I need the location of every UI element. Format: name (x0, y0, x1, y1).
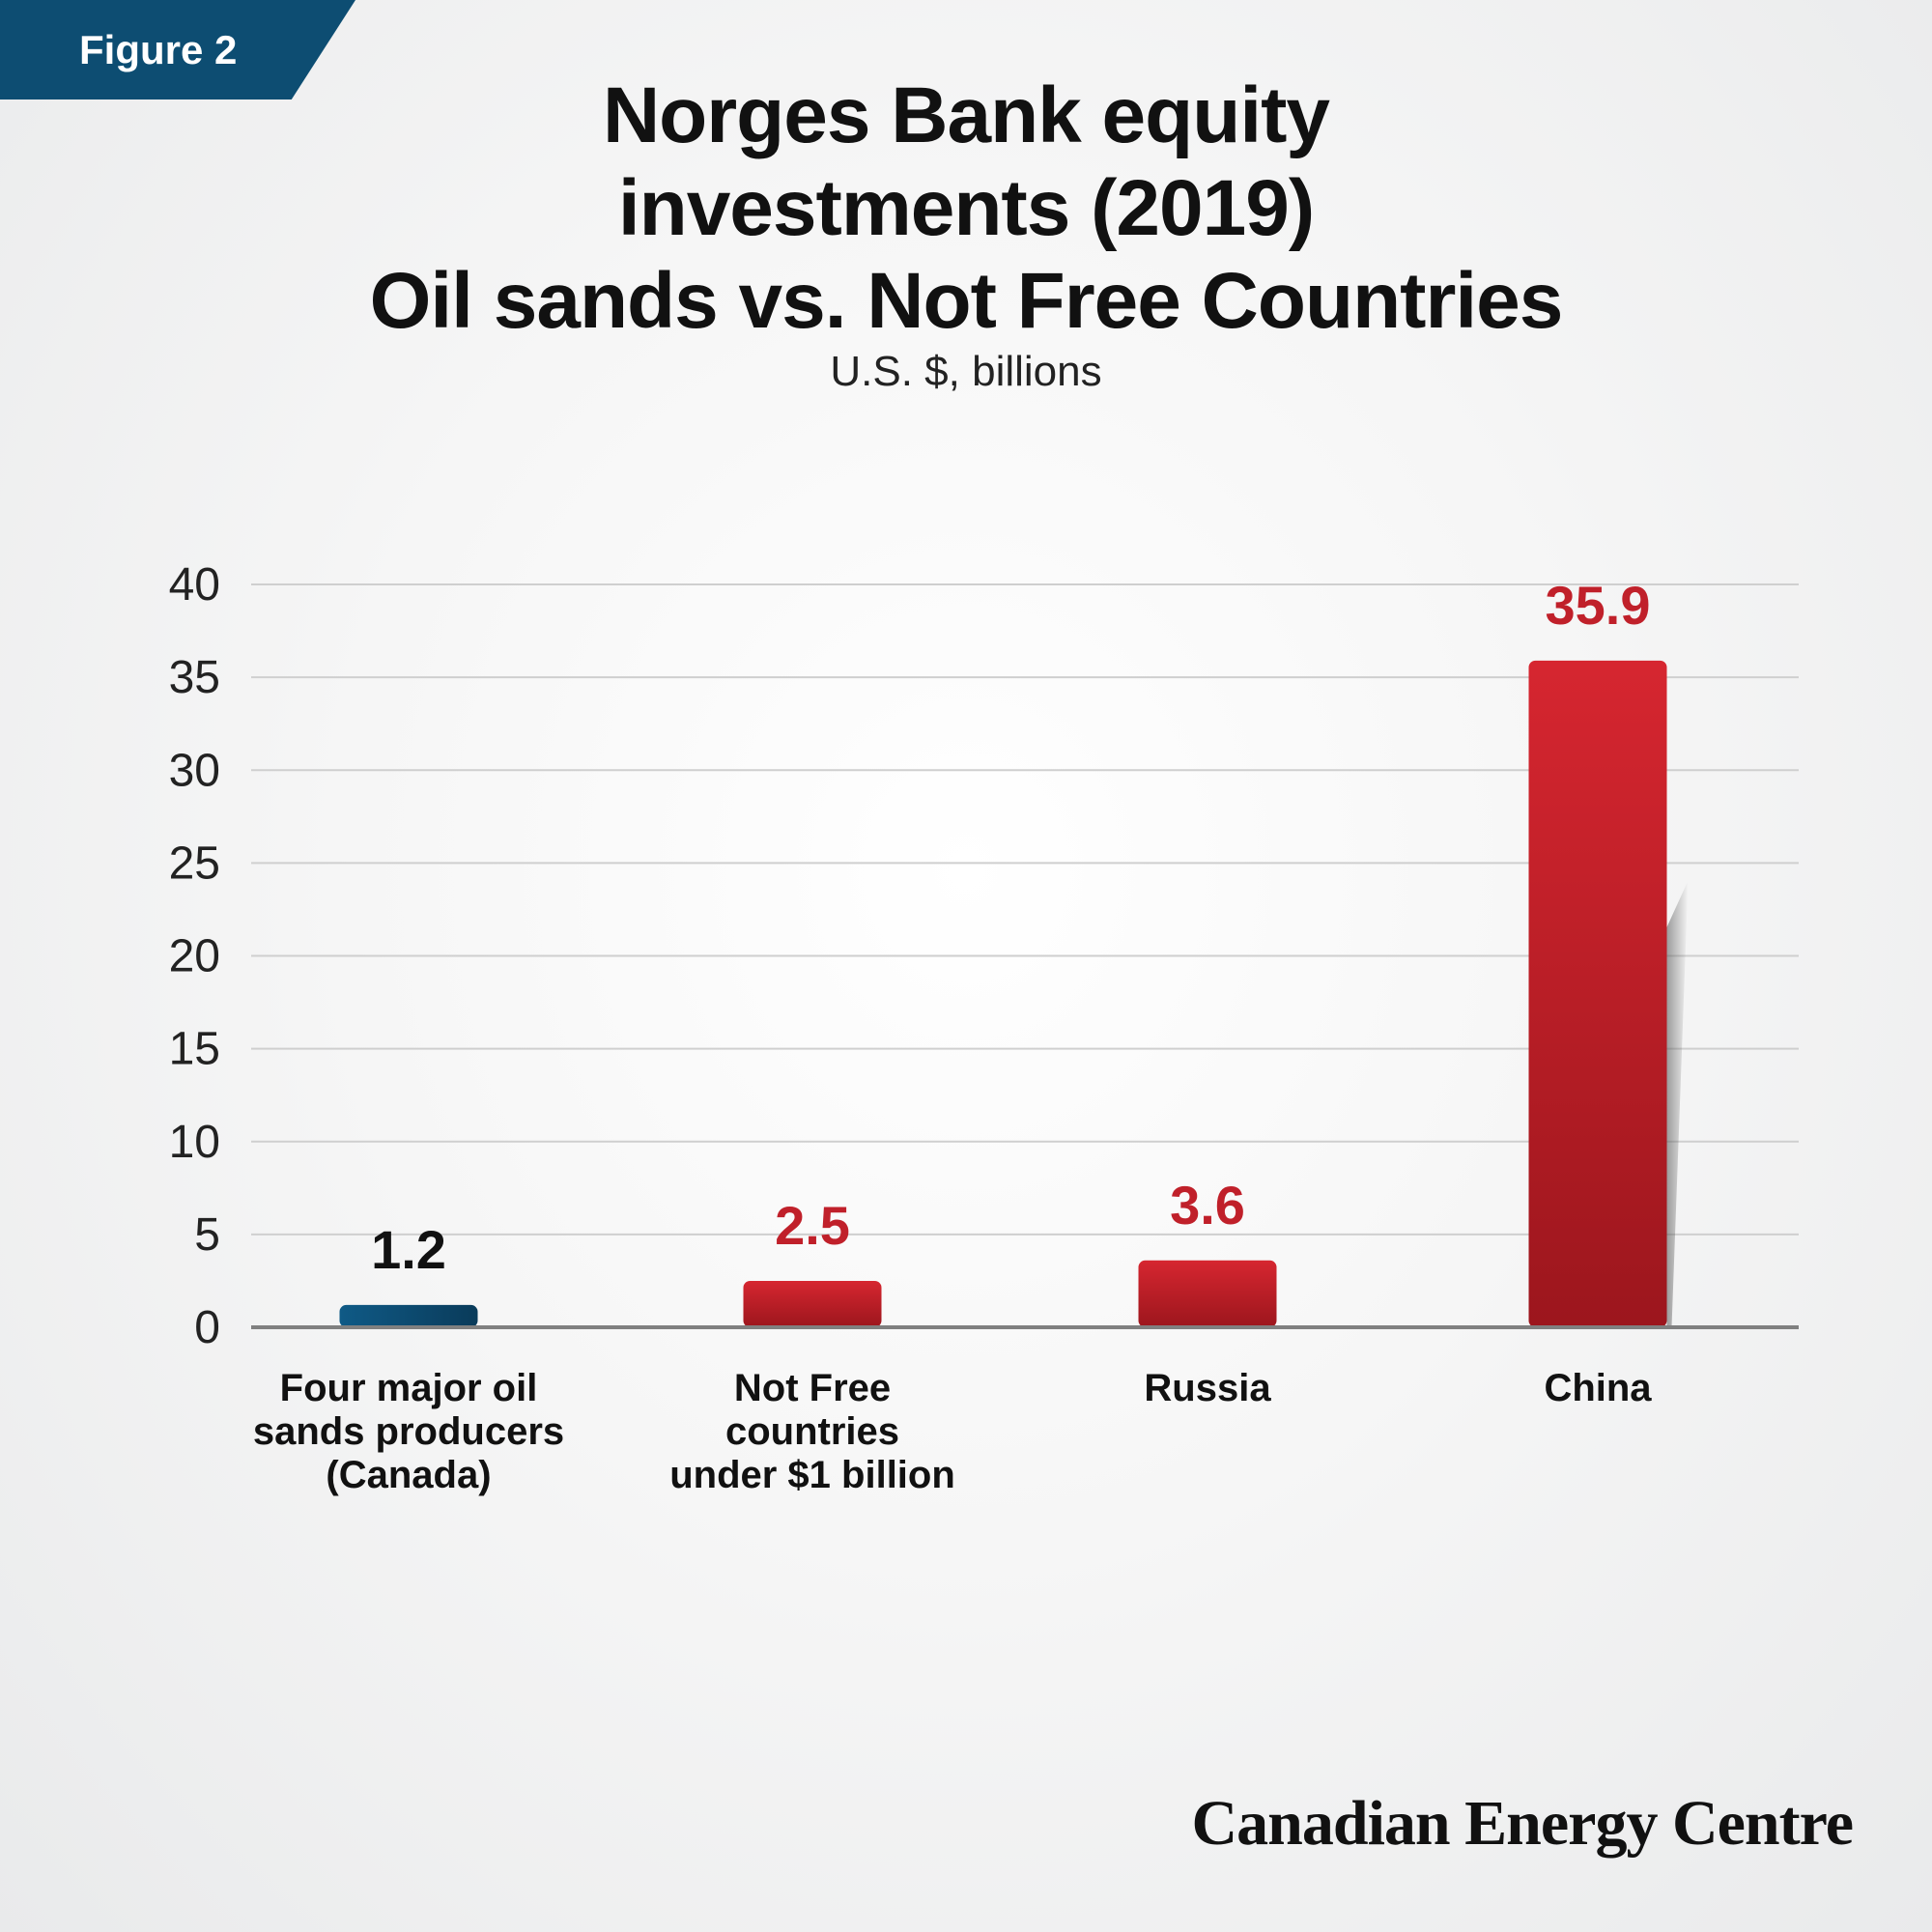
value-label: 35.9 (1546, 575, 1651, 636)
figure-label-tag: Figure 2 (0, 0, 355, 99)
y-axis-ticks: 0 5 10 15 20 25 30 35 40 (169, 559, 220, 1353)
chart-title-line: investments (2019) (617, 164, 1315, 252)
y-tick-label: 25 (169, 838, 220, 889)
x-tick-label: (Canada) (326, 1454, 491, 1496)
bar (1528, 660, 1667, 1327)
x-tick-label: countries (725, 1410, 899, 1453)
y-tick-label: 5 (194, 1209, 220, 1261)
figure-label: Figure 2 (79, 27, 238, 72)
bar-shadows (1666, 880, 1689, 1327)
bars (339, 660, 1667, 1327)
y-tick-label: 30 (169, 745, 220, 796)
y-tick-label: 0 (194, 1302, 220, 1353)
bar (339, 1304, 478, 1327)
x-tick-label: Not Free (734, 1367, 891, 1409)
chart-title: Norges Bank equity investments (2019) Oi… (0, 70, 1932, 348)
value-label: 2.5 (775, 1195, 850, 1256)
y-tick-label: 35 (169, 652, 220, 703)
y-tick-label: 20 (169, 931, 220, 982)
x-tick-label: sands producers (253, 1410, 564, 1453)
y-tick-label: 40 (169, 559, 220, 611)
bar (743, 1280, 882, 1327)
value-label: 3.6 (1170, 1175, 1245, 1236)
chart-title-line: Norges Bank equity (602, 71, 1330, 159)
value-labels: 1.2 2.5 3.6 35.9 (371, 575, 1650, 1280)
y-tick-label: 10 (169, 1117, 220, 1168)
bar-shadow (1666, 880, 1689, 1327)
chart-subtitle: U.S. $, billions (830, 348, 1102, 395)
chart-title-line: Oil sands vs. Not Free Countries (369, 257, 1564, 345)
x-tick-label: Four major oil (280, 1367, 538, 1409)
x-tick-label: China (1544, 1367, 1652, 1409)
brand-logo: Canadian Energy Centre (1191, 1788, 1854, 1859)
bar (1138, 1260, 1277, 1327)
x-tick-label: under $1 billion (669, 1454, 955, 1496)
value-label: 1.2 (371, 1219, 446, 1280)
x-tick-label: Russia (1144, 1367, 1271, 1409)
y-tick-label: 15 (169, 1024, 220, 1075)
